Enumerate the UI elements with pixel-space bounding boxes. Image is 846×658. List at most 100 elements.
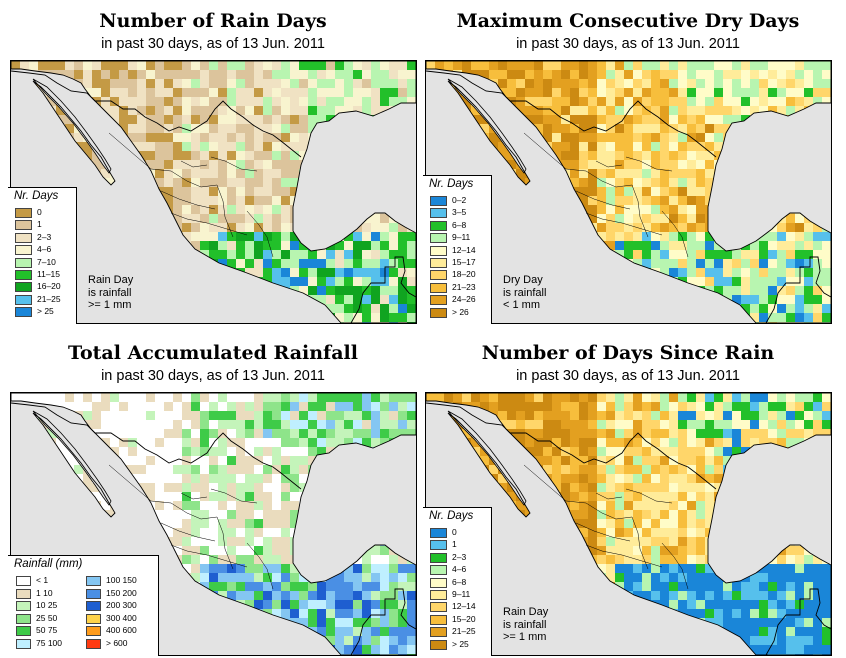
legend-label: 3–5 [452,207,467,218]
legend-swatch [430,307,447,318]
state-border [631,184,649,238]
legend-swatch [86,576,101,586]
legend-label: 1 [37,219,42,230]
legend-item: 4–6 [15,244,75,256]
legend-swatch [15,307,32,318]
state-border [523,464,567,502]
legend-item: 24–26 [430,294,490,306]
panel-title: Maximum Consecutive Dry Days [456,10,800,32]
state-border [170,212,248,236]
legend-label: 6–8 [452,219,467,230]
legend-label: 200 300 [106,600,137,610]
legend-swatch [16,638,31,649]
us-border [426,402,717,490]
legend-swatch [430,196,447,206]
legend-swatch [86,638,101,649]
legend-swatch [16,601,31,611]
legend-item: > 25 [430,638,490,651]
legend-item: 2–3 [430,551,490,564]
legend-label: 21–25 [452,626,476,637]
legend-item: 2–3 [15,232,75,244]
legend-label: > 26 [452,306,469,317]
legend-title: Nr. Days [429,178,474,190]
note-line: Rain Day [88,274,134,286]
gulf-of-california [447,78,527,174]
legend-label: 16–20 [37,281,61,292]
state-border [625,156,673,172]
legend-label: 0 [37,207,42,217]
legend-item: 25 50 [16,613,86,625]
legend-item: 0 [430,527,490,539]
us-border [426,70,717,158]
legend-label: 9–11 [452,232,471,243]
note-line: >= 1 mm [88,299,132,311]
gulf-of-california [447,410,527,506]
state-border [585,544,663,568]
definition-note: Rain Day is rainfall >= 1 mm [88,274,133,312]
legend-swatch [15,208,32,218]
legend-item: 150 200 [86,588,156,600]
legend-swatch [16,576,31,586]
state-border [108,464,152,502]
panel-title: Total Accumulated Rainfall [68,342,358,364]
legend-item: 75 100 [16,637,86,650]
legend-item: > 26 [430,306,490,319]
legend-label: 21–25 [37,293,61,304]
legend-item: 10 25 [16,600,86,612]
state-border [150,168,218,188]
state-border [595,492,623,500]
gulf-of-california [32,410,112,506]
legend-label: > 25 [452,638,469,649]
panel-title: Number of Days Since Rain [481,342,775,364]
state-border [565,500,633,520]
definition-note: Dry Day is rainfall < 1 mm [503,274,546,312]
note-line: < 1 mm [503,299,540,311]
state-border [523,132,567,170]
legend-swatch [15,245,32,256]
panel-subtitle: in past 30 days, as of 13 Jun. 2011 [516,36,740,52]
legend-item: 15–20 [430,614,490,626]
legend-label: 12–14 [452,601,476,612]
legend-label: 400 600 [106,625,137,635]
legend-max-dry-days: Nr. Days 0–2 3–5 6–8 9–11 12–14 15–17 18–20 21–… [423,175,492,324]
state-border [216,184,234,238]
state-border [661,542,689,590]
legend-item: 18–20 [430,269,490,281]
legend-item: 1 10 [16,588,86,600]
legend-swatch [430,627,447,638]
state-border [160,522,216,542]
legend-label: 1 [452,539,457,550]
legend-item: 21–25 [15,293,75,306]
legend-label: 75 100 [36,637,62,648]
state-border [180,160,208,168]
legend-item: 1 [430,539,490,551]
panel-rain-days: Number of Rain Days in past 30 days, as … [8,4,418,324]
legend-item: 100 150 [86,575,156,587]
legend-label: 7–10 [37,256,56,267]
state-border [575,190,631,210]
legend-item: 21–23 [430,282,490,294]
legend-swatch [430,258,447,268]
legend-item: > 600 [86,638,156,650]
legend-item: > 25 [15,306,75,318]
legend-label: 11–15 [37,269,61,279]
note-line: is rainfall [503,618,547,631]
legend-swatch [15,220,32,231]
legend-swatch [16,626,31,636]
legend-label: 300 400 [106,612,137,623]
legend-label: 2–3 [452,551,467,562]
legend-rain-days: Nr. Days 0 1 2–3 4–6 7–10 11–15 16–20 21–25 > 25 [8,187,77,324]
legend-label: > 25 [37,306,54,317]
panel-title: Number of Rain Days [99,10,327,32]
legend-label: 9–11 [452,589,471,599]
legend-label: 100 150 [106,575,137,585]
legend-swatch [15,282,32,293]
state-border [631,516,649,570]
legend-swatch [430,282,447,293]
legend-swatch [86,601,101,611]
state-border [625,488,673,504]
guatemala-border [765,588,831,655]
legend-swatch [430,590,447,600]
legend-days-since-rain: Nr. Days 0 1 2–3 4–6 6–8 9–11 12–14 15–20 21–25 >… [423,507,492,656]
note-line: is rainfall [503,286,547,299]
